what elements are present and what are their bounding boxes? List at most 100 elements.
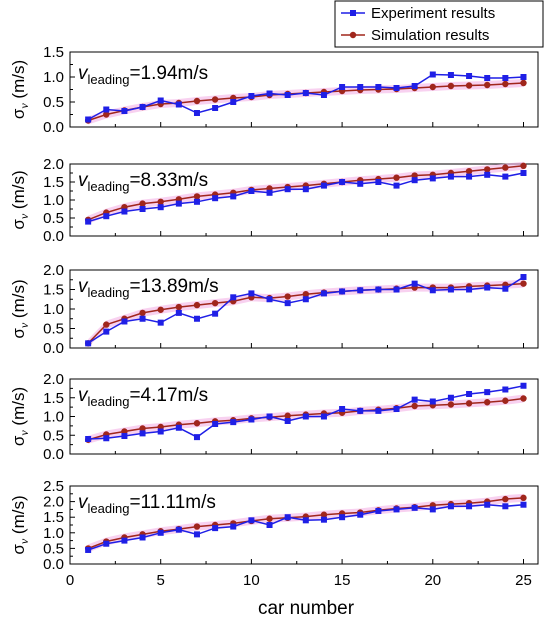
experiment-point bbox=[230, 523, 237, 530]
annotation-sub: leading bbox=[88, 501, 130, 516]
experiment-point bbox=[212, 195, 219, 202]
panel-2: 0.00.51.01.52.0σv (m/s) vleading=8.33m/s bbox=[9, 156, 539, 245]
experiment-point bbox=[339, 179, 346, 185]
experiment-point bbox=[85, 116, 92, 123]
simulation-point bbox=[520, 280, 527, 287]
experiment-point bbox=[139, 104, 146, 110]
experiment-point bbox=[447, 72, 454, 78]
experiment-point bbox=[175, 200, 182, 207]
experiment-point bbox=[284, 92, 291, 98]
simulation-point bbox=[266, 515, 273, 522]
y-axis-title: σv (m/s) bbox=[9, 495, 31, 554]
simulation-point bbox=[465, 400, 473, 407]
experiment-point bbox=[393, 406, 400, 412]
experiment-point bbox=[502, 503, 509, 510]
experiment-point bbox=[466, 73, 473, 79]
experiment-point bbox=[302, 296, 309, 303]
experiment-point bbox=[157, 529, 164, 536]
simulation-point bbox=[502, 164, 509, 171]
y-axis-sigma: σ bbox=[9, 328, 28, 339]
y-axis-unit: (m/s) bbox=[9, 495, 28, 538]
annotation-v: v bbox=[78, 63, 89, 84]
experiment-point bbox=[193, 315, 200, 322]
simulation-point bbox=[320, 511, 328, 518]
simulation-point bbox=[411, 402, 418, 410]
simulation-point bbox=[193, 97, 201, 105]
experiment-point bbox=[212, 421, 219, 427]
y-axis-sigma: σ bbox=[9, 108, 28, 119]
simulation-point bbox=[429, 83, 436, 91]
simulation-point bbox=[393, 174, 400, 181]
experiment-point bbox=[302, 186, 309, 193]
experiment-point bbox=[302, 517, 309, 524]
experiment-point bbox=[357, 84, 364, 90]
experiment-point bbox=[266, 522, 273, 528]
simulation-point bbox=[520, 79, 527, 87]
experiment-point bbox=[502, 285, 509, 292]
experiment-point bbox=[103, 106, 110, 113]
experiment-point bbox=[193, 434, 200, 441]
experiment-point bbox=[284, 514, 291, 521]
simulation-point bbox=[139, 200, 146, 207]
simulation-point bbox=[302, 290, 310, 298]
simulation-point bbox=[411, 172, 418, 179]
experiment-point bbox=[284, 418, 291, 424]
experiment-point bbox=[520, 170, 527, 176]
experiment-point bbox=[230, 419, 237, 426]
simulation-point bbox=[284, 293, 291, 300]
y-tick-label: 1.0 bbox=[43, 525, 64, 542]
annotation-sub: leading bbox=[88, 72, 130, 87]
experiment-point bbox=[320, 516, 327, 523]
annotation-v: v bbox=[78, 170, 89, 191]
x-axis-title: car number bbox=[258, 598, 355, 619]
experiment-point bbox=[157, 428, 164, 435]
y-tick-label: 1.5 bbox=[43, 44, 64, 61]
y-tick-label: 1.0 bbox=[43, 192, 64, 209]
experiment-point bbox=[429, 287, 436, 294]
simulation-point bbox=[520, 395, 527, 402]
y-axis-sigma: σ bbox=[9, 219, 28, 230]
y-tick-label: 1.5 bbox=[43, 174, 64, 191]
experiment-point bbox=[466, 503, 473, 510]
simulation-point bbox=[447, 82, 455, 90]
y-tick-label: 0.0 bbox=[43, 556, 64, 573]
experiment-point bbox=[85, 340, 92, 347]
experiment-point bbox=[248, 517, 255, 524]
experiment-point bbox=[411, 396, 418, 403]
speed-annotation: vleading=11.11m/s bbox=[78, 492, 216, 516]
experiment-point bbox=[466, 286, 473, 293]
experiment-point bbox=[266, 413, 273, 420]
experiment-point bbox=[375, 84, 382, 90]
experiment-point bbox=[103, 435, 110, 442]
x-tick-label: 25 bbox=[515, 572, 532, 589]
simulation-point bbox=[193, 420, 201, 427]
y-tick-label: 1.0 bbox=[43, 69, 64, 86]
experiment-point bbox=[157, 319, 164, 326]
experiment-point bbox=[320, 182, 327, 189]
experiment-point bbox=[429, 71, 436, 78]
simulation-point bbox=[139, 309, 146, 317]
experiment-point bbox=[447, 173, 454, 180]
experiment-point bbox=[121, 433, 128, 439]
experiment-point bbox=[175, 101, 182, 108]
experiment-point bbox=[393, 286, 400, 293]
experiment-point bbox=[502, 173, 509, 180]
y-tick-label: 1.0 bbox=[43, 409, 64, 426]
experiment-point bbox=[139, 534, 146, 541]
experiment-point bbox=[466, 391, 473, 397]
legend-marker bbox=[349, 31, 357, 39]
simulation-point bbox=[193, 193, 201, 200]
annotation-v: v bbox=[78, 492, 89, 513]
experiment-point bbox=[103, 540, 110, 547]
x-tick-label: 20 bbox=[424, 572, 441, 589]
experiment-point bbox=[175, 424, 182, 431]
experiment-point bbox=[139, 206, 146, 212]
x-tick-label: 0 bbox=[66, 572, 74, 589]
y-tick-label: 0.0 bbox=[43, 228, 64, 245]
experiment-point bbox=[212, 310, 219, 317]
legend-marker bbox=[350, 10, 356, 16]
experiment-point bbox=[502, 75, 509, 81]
experiment-point bbox=[248, 290, 255, 297]
experiment-point bbox=[121, 318, 128, 325]
